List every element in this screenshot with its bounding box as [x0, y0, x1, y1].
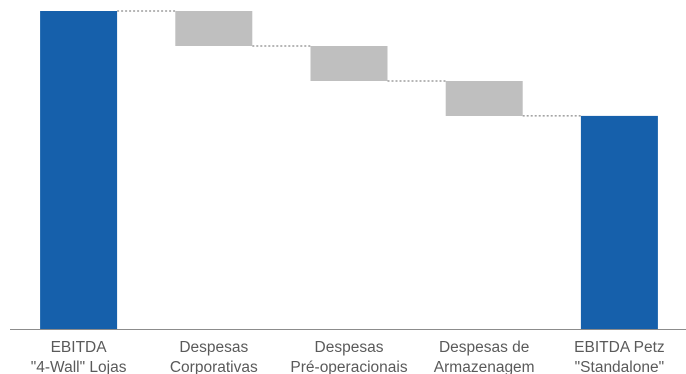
category-label-3-line-2: Armazenagem — [434, 359, 535, 374]
bar-0-total — [40, 11, 118, 329]
bar-3-decrease — [445, 81, 523, 116]
category-label-0-line-1: EBITDA — [51, 339, 108, 356]
category-label-0-line-2: "4-Wall" Lojas — [31, 359, 127, 374]
bar-1-decrease — [175, 11, 253, 46]
bars — [40, 11, 658, 330]
category-label-3-line-1: Despesas de — [439, 339, 529, 356]
category-label-1-line-1: Despesas — [179, 339, 248, 356]
connector-lines — [117, 10, 581, 117]
category-label-4-line-2: "Standalone" — [575, 359, 664, 374]
category-label-2-line-2: Pré-operacionais — [290, 359, 407, 374]
category-label-1-line-2: Corporativas — [170, 359, 258, 374]
bar-4-total — [580, 115, 658, 330]
category-labels: EBITDA "4-Wall" Lojas Despesas Corporativas… — [31, 339, 665, 374]
category-label-4-line-1: EBITDA Petz — [574, 339, 664, 356]
category-label-2-line-1: Despesas — [315, 339, 384, 356]
bar-2-decrease — [310, 46, 388, 81]
